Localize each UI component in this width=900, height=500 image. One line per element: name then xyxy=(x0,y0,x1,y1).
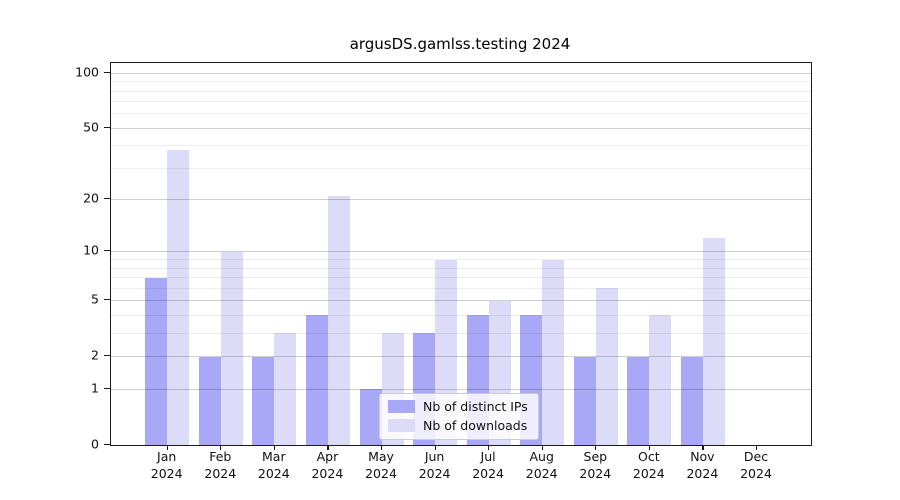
x-tick-label-nov: Nov 2024 xyxy=(686,449,719,481)
legend-swatch-downloads xyxy=(388,419,415,432)
x-tick-mark-oct xyxy=(648,445,650,450)
y-tick-mark-50 xyxy=(104,126,110,128)
x-tick-mark-dec xyxy=(756,445,758,450)
y-tick-label-1: 1 xyxy=(91,380,99,396)
gridline-8 xyxy=(111,267,811,269)
bar-ips-feb xyxy=(198,356,221,445)
bar-downloads-jan xyxy=(167,149,190,445)
plot-area: Nb of distinct IPs Nb of downloads xyxy=(110,62,812,446)
legend: Nb of distinct IPs Nb of downloads xyxy=(379,393,539,440)
bar-ips-sep xyxy=(573,356,596,445)
gridline-9 xyxy=(111,259,811,260)
x-tick-mark-may xyxy=(381,445,383,450)
bar-downloads-apr xyxy=(327,196,350,445)
bar-downloads-aug xyxy=(542,259,565,445)
bar-ips-may xyxy=(359,389,382,445)
y-tick-label-2: 2 xyxy=(91,347,99,363)
x-tick-label-aug: Aug 2024 xyxy=(525,449,558,481)
legend-label-downloads: Nb of downloads xyxy=(423,418,528,433)
gridline-2 xyxy=(111,356,811,357)
x-tick-label-feb: Feb 2024 xyxy=(204,449,237,481)
gridline-80 xyxy=(111,90,811,92)
x-tick-label-apr: Apr 2024 xyxy=(311,449,344,481)
bar-ips-jan xyxy=(145,277,168,445)
gridline-40 xyxy=(111,145,811,147)
y-tick-label-100: 100 xyxy=(75,64,99,80)
x-tick-mark-mar xyxy=(273,445,275,450)
y-tick-label-5: 5 xyxy=(91,291,99,307)
gridline-90 xyxy=(111,81,811,83)
gridline-5 xyxy=(111,300,811,302)
bar-downloads-oct xyxy=(649,315,672,445)
x-tick-mark-apr xyxy=(327,445,329,450)
x-tick-label-jul: Jul 2024 xyxy=(472,449,504,481)
y-tick-mark-10 xyxy=(104,250,110,252)
legend-swatch-distinct-ips xyxy=(388,400,415,413)
legend-label-distinct-ips: Nb of distinct IPs xyxy=(423,399,528,414)
gridline-100 xyxy=(111,72,811,74)
x-tick-label-sep: Sep 2024 xyxy=(579,449,612,481)
bar-downloads-nov xyxy=(702,238,725,445)
x-tick-mark-jun xyxy=(434,445,436,450)
y-tick-label-0: 0 xyxy=(91,436,99,451)
x-tick-mark-aug xyxy=(541,445,543,450)
x-tick-label-oct: Oct 2024 xyxy=(632,449,665,481)
x-tick-label-dec: Dec 2024 xyxy=(740,449,772,481)
bar-ips-apr xyxy=(305,315,328,445)
x-tick-label-jan: Jan 2024 xyxy=(150,449,183,481)
x-tick-mark-jul xyxy=(488,445,490,450)
bar-downloads-mar xyxy=(274,333,297,445)
gridline-6 xyxy=(111,287,811,289)
y-tick-mark-100 xyxy=(104,71,110,73)
y-tick-label-20: 20 xyxy=(83,190,99,206)
gridline-7 xyxy=(111,277,811,278)
bar-ips-oct xyxy=(627,356,650,445)
x-tick-mark-jan xyxy=(166,445,168,450)
y-tick-mark-20 xyxy=(104,198,110,200)
legend-item-distinct-ips: Nb of distinct IPs xyxy=(388,399,528,414)
bar-ips-nov xyxy=(680,356,703,445)
legend-item-downloads: Nb of downloads xyxy=(388,418,528,433)
gridline-30 xyxy=(111,167,811,169)
bar-ips-mar xyxy=(252,356,275,445)
gridline-4 xyxy=(111,314,811,316)
gridline-20 xyxy=(111,199,811,201)
y-tick-label-50: 50 xyxy=(83,119,99,135)
y-tick-label-10: 10 xyxy=(83,242,99,258)
gridline-60 xyxy=(111,113,811,115)
x-tick-label-mar: Mar 2024 xyxy=(257,449,290,481)
y-tick-mark-5 xyxy=(104,299,110,301)
x-tick-mark-nov xyxy=(702,445,704,450)
gridline-10 xyxy=(111,251,811,253)
y-tick-mark-2 xyxy=(104,355,110,357)
gridline-1 xyxy=(111,388,811,390)
x-tick-mark-feb xyxy=(220,445,222,450)
x-tick-label-may: May 2024 xyxy=(365,449,397,481)
x-tick-label-jun: Jun 2024 xyxy=(418,449,451,481)
y-tick-mark-1 xyxy=(104,387,110,389)
bar-downloads-feb xyxy=(220,251,243,445)
gridline-3 xyxy=(111,332,811,334)
gridline-50 xyxy=(111,127,811,129)
y-tick-mark-0 xyxy=(104,443,110,445)
gridlines-layer xyxy=(111,63,811,445)
gridline-70 xyxy=(111,101,811,103)
chart-title: argusDS.gamlss.testing 2024 xyxy=(349,35,571,53)
x-tick-mark-sep xyxy=(595,445,597,450)
bar-downloads-sep xyxy=(595,288,618,445)
